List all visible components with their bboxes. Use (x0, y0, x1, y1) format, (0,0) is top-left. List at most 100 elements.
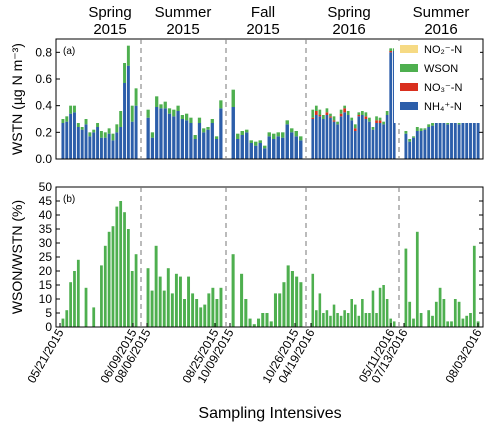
panel-a-bar-segment (197, 123, 202, 159)
period-headers: Spring2015Summer2015Fall2015Spring2016Su… (88, 4, 469, 38)
panel-a-bar-segment (245, 129, 249, 133)
panel-a-bar-segment (281, 132, 285, 138)
panel-b-bar (134, 254, 138, 327)
panel-b-bar (278, 293, 282, 327)
panel-a-bar-segment (249, 143, 253, 159)
panel-a-bar-segment (294, 131, 298, 137)
period-header-line2: 2015 (93, 21, 126, 38)
panel-a-bar (126, 45, 130, 159)
panel-a-bar-segment (210, 119, 214, 123)
panel-a-bar-segment (202, 128, 206, 133)
panel-a-bar-segment (146, 109, 150, 118)
panel-b-bar (130, 271, 134, 327)
panel-a-bar-segment (111, 133, 115, 141)
panel-b-bar (368, 313, 371, 327)
legend-swatch (400, 64, 418, 72)
panel-a-bar-segment (214, 139, 219, 159)
period-header-line1: Fall (251, 4, 275, 21)
panel-a-bar (329, 113, 332, 159)
panel-a-bar-segment (206, 129, 210, 159)
panel-a-bar-segment (115, 132, 119, 159)
panel-a-bar-segment (240, 135, 244, 159)
panel-a-bar (350, 117, 354, 159)
panel-a-bar-segment (103, 137, 107, 159)
panel-a-bar-segment (371, 127, 375, 130)
panel-b-bar (472, 245, 476, 327)
panel-a-bar-segment (73, 105, 76, 113)
panel-a-bar (457, 121, 461, 159)
panel-a-bar (336, 121, 339, 159)
panel-b-bar (385, 299, 389, 327)
panel-a-bar-segment (368, 117, 371, 122)
panel-a-bar-segment (325, 108, 329, 113)
panel-a-bar-segment (339, 116, 343, 159)
panel-a-bar-segment (299, 136, 303, 141)
panel-b-bar (453, 299, 457, 327)
panel-a-bar-segment (214, 136, 219, 139)
panel-b-bar (119, 201, 123, 327)
panel-b-bar (438, 287, 442, 327)
panel-a-bar-segment (123, 83, 126, 159)
panel-a-bar (431, 121, 434, 159)
panel-a-bar-segment (172, 116, 176, 159)
panel-a-bar-segment (336, 121, 339, 125)
panel-b-bar (290, 271, 294, 327)
panel-a-bar-segment (332, 116, 336, 121)
panel-a-bar-segment (434, 119, 438, 159)
panel-a-bar (214, 136, 219, 159)
panel-a-bar (346, 111, 350, 159)
panel-a-bar (427, 124, 431, 159)
panel-a-bar-segment (438, 121, 442, 159)
panel-a-bar-segment (92, 132, 96, 159)
panel-b-bar (126, 229, 130, 327)
panel-a-bar (423, 128, 427, 159)
panel-b-bar (364, 313, 368, 327)
panel-a-bar-segment (385, 111, 389, 115)
panel-a-bar-segment (343, 105, 346, 109)
panel-a-bar (382, 121, 385, 159)
panel-a-bar-segment (219, 108, 223, 159)
panel-a-bar (322, 115, 325, 159)
panel-b-bar (166, 268, 170, 327)
panel-a-bar-segment (419, 131, 423, 159)
panel-a-bar-segment (88, 132, 92, 137)
panel-b-bar (265, 313, 269, 327)
panel-a-bar-segment (364, 116, 368, 119)
panel-b-bar (371, 290, 375, 327)
panel-a-bar-segment (276, 132, 280, 137)
panel-b-bar (431, 315, 434, 327)
panel-b-bar (329, 315, 332, 327)
panel-a-bar-segment (294, 136, 298, 159)
panel-a-bar-segment (92, 129, 96, 133)
panel-b-bar (261, 313, 265, 327)
panel-b-bar (354, 304, 357, 327)
panel-a-bar-segment (245, 132, 249, 159)
panel-a-bar (84, 119, 88, 159)
panel-a-bar-segment (364, 112, 368, 117)
panel-a-bar (325, 108, 329, 159)
panel-a-bar-segment (99, 131, 103, 138)
panel-b-bar (84, 287, 88, 327)
panel-a-bar-segment (469, 119, 472, 159)
panel-a-bar (375, 116, 378, 159)
panel-a-bar (267, 132, 271, 159)
panel-a-label: (a) (63, 46, 75, 57)
period-header-line2: 2016 (332, 21, 365, 38)
panel-a-bar (311, 109, 315, 159)
panel-a-bar-segment (123, 63, 126, 83)
panel-a-bar (314, 105, 318, 159)
period-header-line2: 2015 (246, 21, 279, 38)
panel-a-bar (465, 117, 469, 159)
panel-a-y-tick-label: 0.0 (35, 152, 52, 166)
panel-a-bar-segment (450, 121, 453, 159)
panel-a-bar (361, 111, 364, 159)
panel-a-bar-segment (159, 104, 163, 109)
panel-a-bar-segment (314, 105, 318, 111)
panel-a-bar-segment (371, 129, 375, 159)
panel-a-bar-segment (332, 121, 336, 159)
panel-b-bar (69, 282, 73, 327)
panel-b-bar (103, 245, 107, 327)
panel-b-bar (158, 276, 162, 327)
